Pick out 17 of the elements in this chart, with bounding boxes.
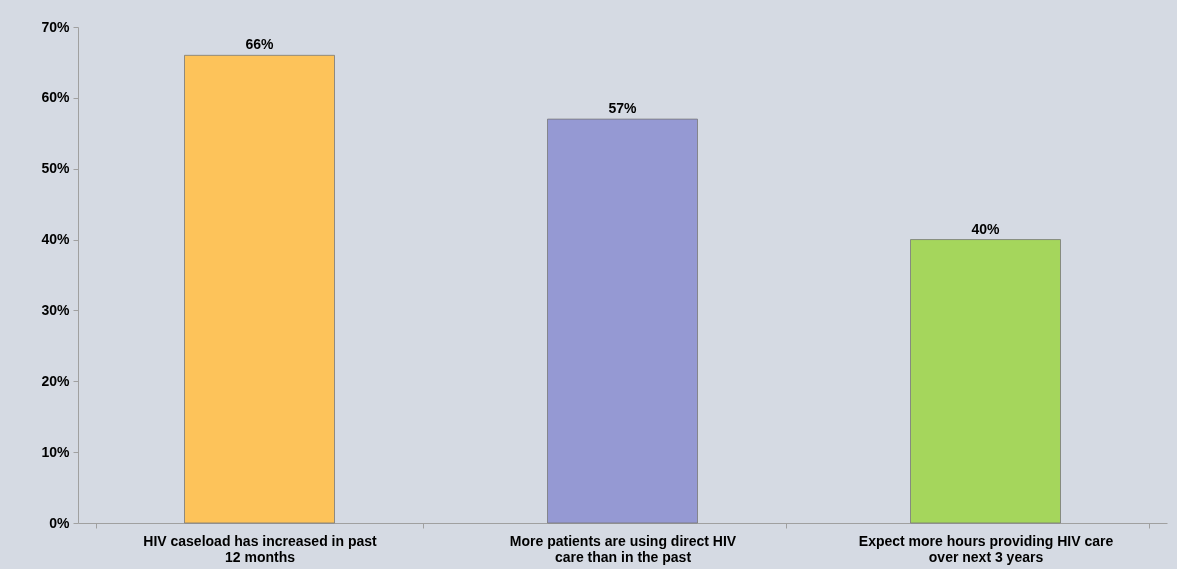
x-tick-label: HIV caseload has increased in past 12 months xyxy=(143,532,378,565)
y-tick-label: 10% xyxy=(41,443,71,460)
data-label: 40% xyxy=(971,220,1001,237)
y-tick-label: 30% xyxy=(41,301,71,318)
y-tick-label: 60% xyxy=(41,89,71,106)
data-label: 57% xyxy=(608,100,638,117)
x-tick-label: Expect more hours providing HIV care over next 3 years xyxy=(858,532,1114,565)
y-tick-label: 20% xyxy=(41,372,71,389)
y-tick-label: 70% xyxy=(41,18,71,35)
bar xyxy=(547,118,698,524)
y-tick-label: 40% xyxy=(41,231,71,248)
x-tick-label: More patients are using direct HIV care than in the past xyxy=(509,532,737,565)
y-tick-label: 50% xyxy=(41,160,71,177)
data-label: 66% xyxy=(245,36,275,53)
bar xyxy=(184,54,335,524)
y-tick-label: 0% xyxy=(49,514,71,531)
bar xyxy=(910,239,1061,524)
